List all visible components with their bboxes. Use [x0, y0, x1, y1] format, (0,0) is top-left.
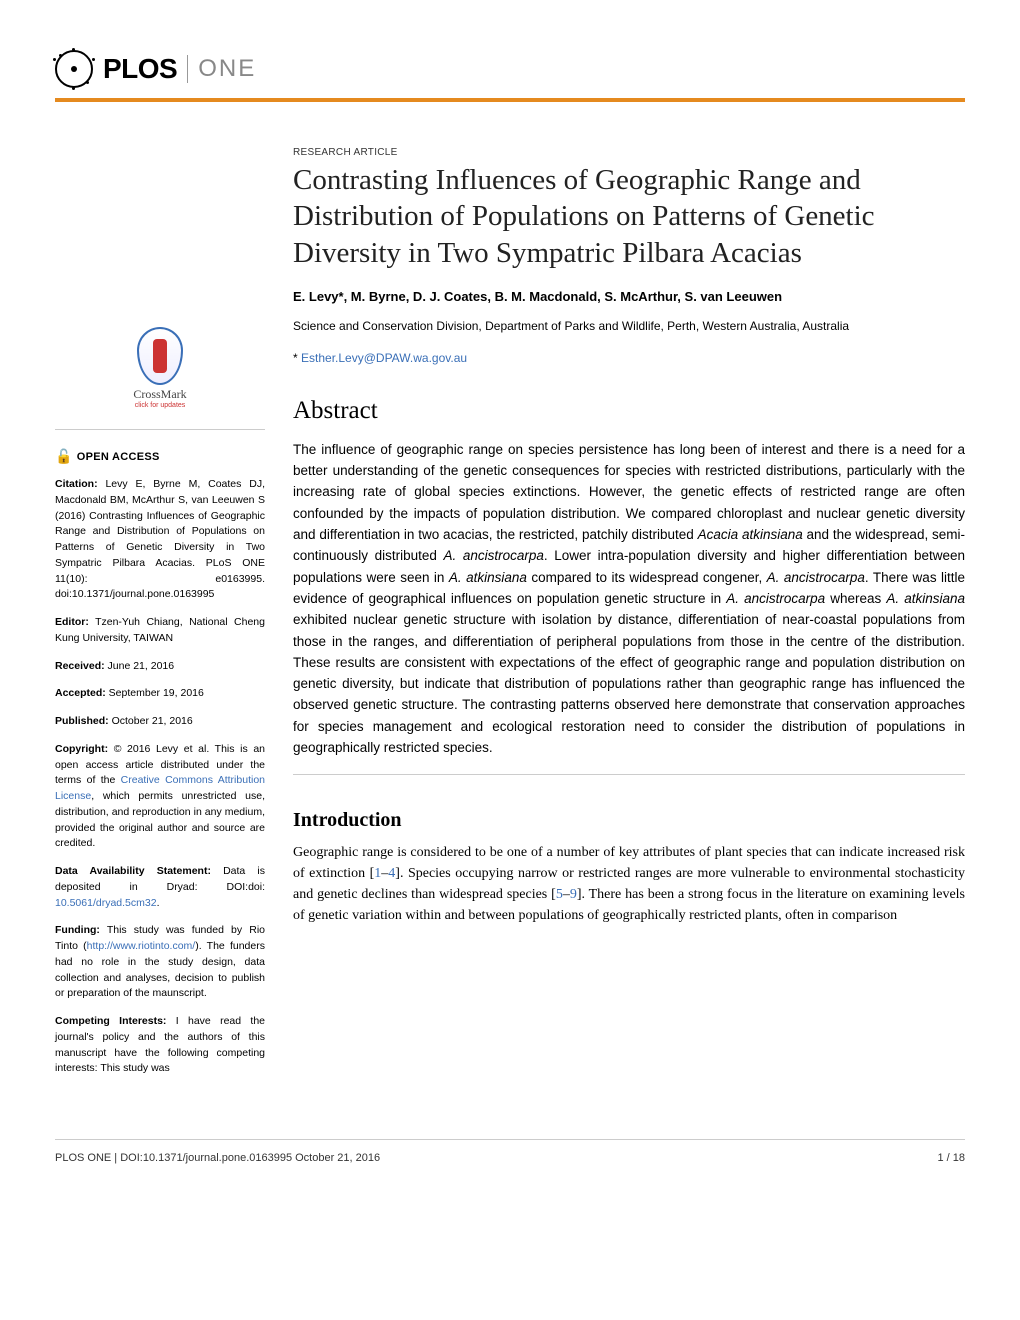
introduction-heading: Introduction — [293, 809, 965, 832]
abstract-heading: Abstract — [293, 397, 965, 425]
funding-block: Funding: This study was funded by Rio Ti… — [55, 923, 265, 1002]
ref-link-9[interactable]: 9 — [570, 887, 577, 902]
editor-block: Editor: Tzen-Yuh Chiang, National Cheng … — [55, 615, 265, 647]
received-block: Received: June 21, 2016 — [55, 659, 265, 675]
open-lock-icon: 🔓 — [55, 448, 73, 465]
abstract-body: The influence of geographic range on spe… — [293, 439, 965, 759]
dryad-doi-link[interactable]: 10.5061/dryad.5cm32 — [55, 897, 157, 909]
logo-divider — [187, 55, 188, 83]
plos-logo: PLOS ONE — [55, 50, 256, 88]
header-rule — [55, 98, 965, 102]
open-access-label: OPEN ACCESS — [77, 451, 160, 463]
sidebar-rule — [55, 429, 265, 430]
accepted-block: Accepted: September 19, 2016 — [55, 686, 265, 702]
affiliation: Science and Conservation Division, Depar… — [293, 318, 965, 335]
data-availability-block: Data Availability Statement: Data is dep… — [55, 864, 265, 911]
crossmark-sublabel: click for updates — [55, 402, 265, 409]
journal-name: ONE — [198, 55, 256, 83]
crossmark-label: CrossMark — [55, 387, 265, 402]
corresp-email-link[interactable]: Esther.Levy@DPAW.wa.gov.au — [301, 351, 467, 365]
plos-logo-icon — [55, 50, 93, 88]
corresponding-author: * Esther.Levy@DPAW.wa.gov.au — [293, 351, 965, 365]
crossmark-icon — [137, 327, 183, 385]
journal-header: PLOS ONE — [55, 50, 965, 88]
citation-block: Citation: Levy E, Byrne M, Coates DJ, Ma… — [55, 477, 265, 603]
footer-citation: PLOS ONE | DOI:10.1371/journal.pone.0163… — [55, 1152, 380, 1164]
plos-logo-text: PLOS — [103, 53, 177, 85]
competing-interests-block: Competing Interests: I have read the jou… — [55, 1014, 265, 1077]
open-access-badge: 🔓 OPEN ACCESS — [55, 448, 265, 465]
section-rule — [293, 774, 965, 775]
crossmark-badge[interactable]: CrossMark click for updates — [55, 327, 265, 409]
introduction-body: Geographic range is considered to be one… — [293, 842, 965, 926]
funder-link[interactable]: http://www.riotinto.com/ — [87, 940, 196, 952]
main-content: RESEARCH ARTICLE Contrasting Influences … — [293, 147, 965, 1089]
ref-link-5[interactable]: 5 — [556, 887, 563, 902]
article-title: Contrasting Influences of Geographic Ran… — [293, 162, 965, 271]
author-list: E. Levy*, M. Byrne, D. J. Coates, B. M. … — [293, 289, 965, 304]
published-block: Published: October 21, 2016 — [55, 714, 265, 730]
article-type-label: RESEARCH ARTICLE — [293, 147, 965, 158]
page-footer: PLOS ONE | DOI:10.1371/journal.pone.0163… — [55, 1139, 965, 1164]
sidebar: CrossMark click for updates 🔓 OPEN ACCES… — [55, 147, 265, 1089]
copyright-block: Copyright: © 2016 Levy et al. This is an… — [55, 742, 265, 852]
page-number: 1 / 18 — [937, 1152, 965, 1164]
